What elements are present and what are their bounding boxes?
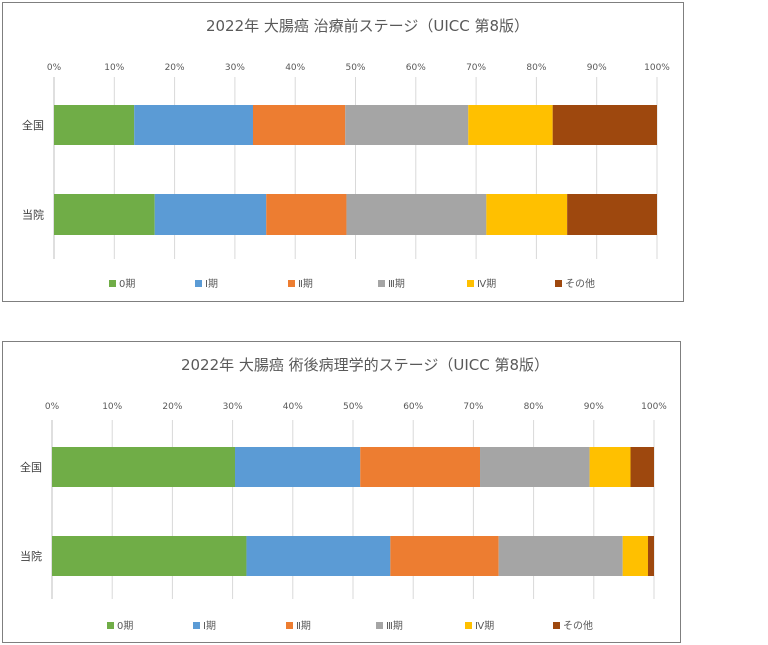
x-tick-label: 40% <box>283 402 303 412</box>
x-tick-label: 80% <box>524 402 544 412</box>
legend-entry: Ⅱ期 <box>298 278 313 290</box>
legend-swatch <box>553 622 560 629</box>
legend-swatch <box>288 280 295 287</box>
bar-segment <box>589 447 631 487</box>
chart-title: 2022年 大腸癌 治療前ステージ（UICC 第8版） <box>206 17 529 35</box>
bar-segment <box>552 105 657 145</box>
x-tick-label: 70% <box>463 402 483 412</box>
legend-swatch <box>286 622 293 629</box>
x-tick-label: 20% <box>165 63 185 73</box>
bar-segment <box>647 536 654 576</box>
category-label: 全国 <box>20 460 42 474</box>
x-tick-label: 100% <box>644 63 670 73</box>
legend-entry: Ⅳ期 <box>477 278 496 290</box>
legend-entry: Ⅲ期 <box>388 278 405 290</box>
bar-segment <box>486 194 568 235</box>
bar-segment <box>498 536 623 576</box>
bar-segment <box>246 536 391 576</box>
legend-entry: Ⅱ期 <box>296 620 311 632</box>
legend-entry: 0期 <box>119 278 135 290</box>
bar-segment <box>345 105 469 145</box>
legend-swatch <box>193 622 200 629</box>
x-tick-label: 60% <box>406 63 426 73</box>
x-tick-label: 70% <box>466 63 486 73</box>
bar-segment <box>622 536 648 576</box>
bar-segment <box>468 105 553 145</box>
bar-segment <box>134 105 253 145</box>
bar-segment <box>630 447 654 487</box>
legend-swatch <box>376 622 383 629</box>
legend-swatch <box>555 280 562 287</box>
legend-swatch <box>465 622 472 629</box>
bar-segment <box>54 194 155 235</box>
x-tick-label: 30% <box>225 63 245 73</box>
x-tick-label: 90% <box>587 63 607 73</box>
bar-segment <box>346 194 487 235</box>
x-tick-label: 60% <box>403 402 423 412</box>
x-tick-label: 30% <box>223 402 243 412</box>
category-label: 当院 <box>20 549 42 563</box>
bar-segment <box>54 105 135 145</box>
chart-title: 2022年 大腸癌 術後病理学的ステージ（UICC 第8版） <box>181 356 549 374</box>
legend-entry: Ⅲ期 <box>386 620 403 632</box>
chart-pretreatment: 2022年 大腸癌 治療前ステージ（UICC 第8版） 0% 10% 20% 30% 40… <box>22 17 670 290</box>
bar-segment <box>52 447 236 487</box>
category-label: 全国 <box>22 118 44 132</box>
chart-panel-pathological: 2022年 大腸癌 術後病理学的ステージ（UICC 第8版） 0% 10% 20% 30… <box>2 341 681 643</box>
bar-segment <box>480 447 590 487</box>
x-tick-label: 0% <box>45 402 60 412</box>
legend-entry: その他 <box>565 277 595 290</box>
bar-segment <box>266 194 347 235</box>
x-tick-label: 0% <box>47 63 62 73</box>
legend-swatch <box>107 622 114 629</box>
legend-entry: Ⅰ期 <box>203 620 216 632</box>
x-tick-label: 10% <box>102 402 122 412</box>
legend-entry: 0期 <box>117 620 133 632</box>
x-tick-label: 80% <box>526 63 546 73</box>
bar-segment <box>52 536 247 576</box>
bar-segment <box>567 194 657 235</box>
bar-segment <box>360 447 481 487</box>
bar-segment <box>235 447 361 487</box>
x-tick-label: 100% <box>641 402 667 412</box>
legend-swatch <box>109 280 116 287</box>
legend-swatch <box>467 280 474 287</box>
chart-pathological: 2022年 大腸癌 術後病理学的ステージ（UICC 第8版） 0% 10% 20% 30… <box>20 356 667 632</box>
x-tick-label: 10% <box>104 63 124 73</box>
x-tick-label: 90% <box>584 402 604 412</box>
x-tick-label: 50% <box>343 402 363 412</box>
bar-segment <box>154 194 267 235</box>
bar-segment <box>252 105 346 145</box>
x-tick-label: 40% <box>285 63 305 73</box>
legend-entry: Ⅳ期 <box>475 620 494 632</box>
chart-panel-pretreatment: 2022年 大腸癌 治療前ステージ（UICC 第8版） 0% 10% 20% 30% 40… <box>2 2 684 302</box>
legend-swatch <box>378 280 385 287</box>
x-tick-label: 50% <box>345 63 365 73</box>
legend-entry: Ⅰ期 <box>205 278 218 290</box>
legend-swatch <box>195 280 202 287</box>
category-label: 当院 <box>22 208 44 222</box>
legend-entry: その他 <box>563 619 593 632</box>
bar-segment <box>390 536 499 576</box>
x-tick-label: 20% <box>162 402 182 412</box>
